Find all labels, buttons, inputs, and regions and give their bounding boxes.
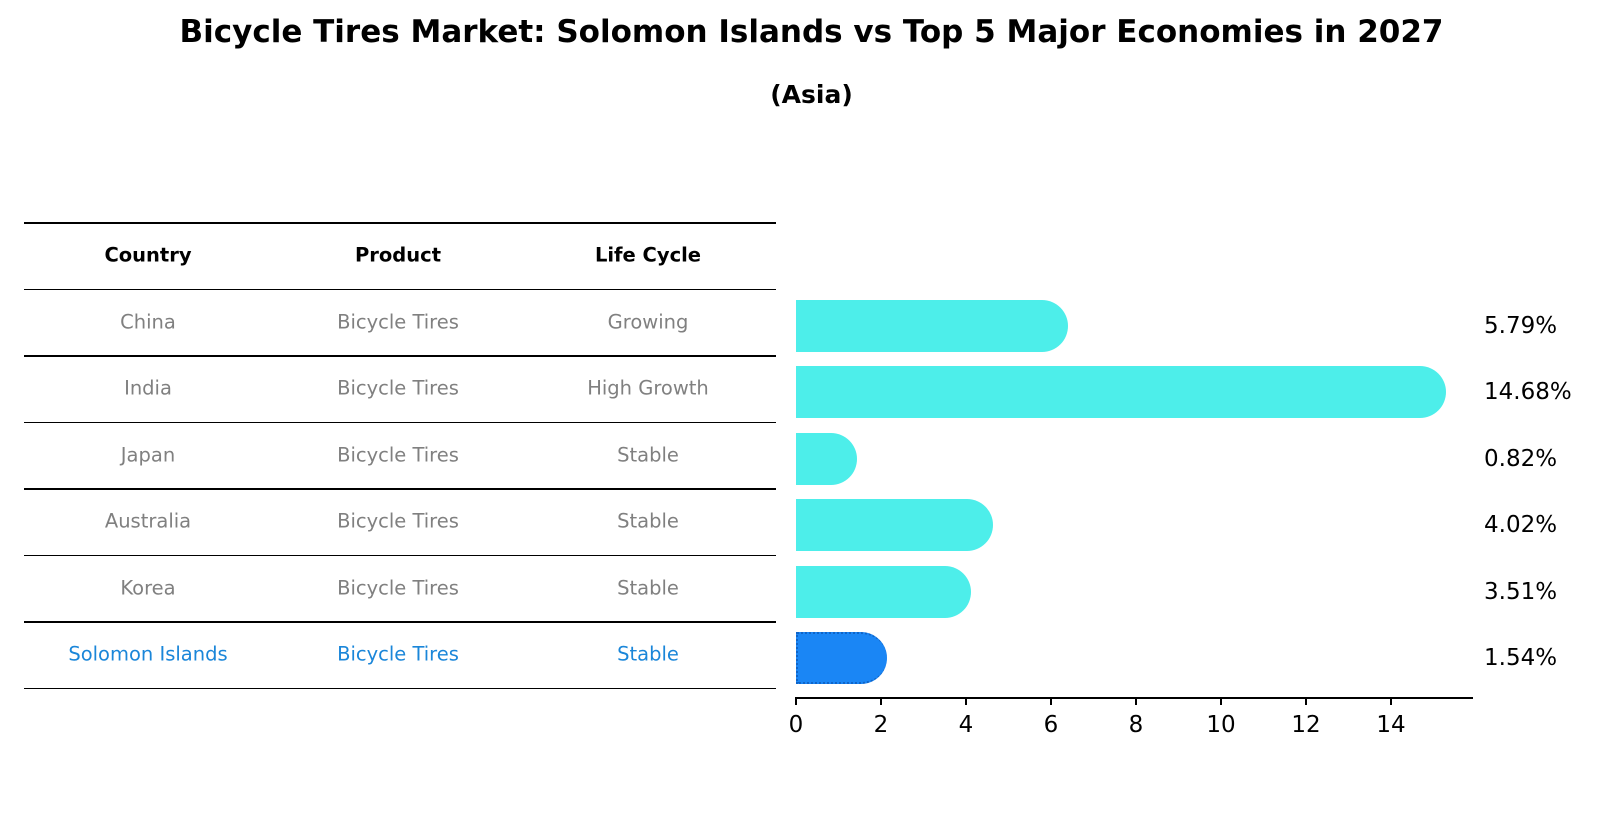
value-label: 0.82% [1484,445,1558,472]
table-divider [24,421,776,423]
x-axis-tick-label: 12 [1291,712,1321,738]
table-divider [24,687,776,689]
bar-australia [796,499,993,551]
table-cell-country: India [124,376,172,400]
x-axis-line [796,697,1473,699]
bar-japan [796,432,857,485]
table-cell-country: Solomon Islands [68,642,228,666]
table-cell-life-cycle: Stable [617,509,679,533]
bar-korea [796,565,972,618]
x-axis-tick-label: 8 [1128,712,1144,738]
value-label: 4.02% [1484,512,1558,538]
x-axis-tick [880,697,882,705]
x-axis-tick [965,697,967,705]
table-cell-country: Korea [120,576,176,600]
value-label: 14.68% [1484,379,1572,405]
table-cell-life-cycle: Stable [617,642,679,666]
value-label: 5.79% [1484,312,1558,339]
table-divider [24,355,776,357]
x-axis-tick [1390,697,1392,705]
table-divider [24,554,776,556]
table-cell-life-cycle: Stable [617,443,679,467]
column-header: Life Cycle [594,243,702,267]
table-cell-product: Bicycle Tires [337,509,459,533]
x-axis-tick-label: 4 [958,712,974,738]
table-divider [24,288,776,290]
x-axis-tick [1220,697,1222,705]
table-cell-country: Japan [120,443,176,467]
table-cell-life-cycle: High Growth [587,376,709,400]
x-axis-tick [1050,697,1052,705]
table-cell-life-cycle: Growing [607,310,689,334]
table-divider [24,621,776,623]
table-divider [24,222,776,224]
bar-china [796,299,1069,352]
x-axis-tick-label: 6 [1043,712,1059,738]
column-header: Country [104,243,192,267]
table-cell-product: Bicycle Tires [337,642,459,666]
x-axis-tick [1135,697,1137,705]
bar-india [796,366,1446,418]
x-axis-tick [1305,697,1307,705]
x-axis-tick-label: 14 [1376,712,1406,738]
table-cell-life-cycle: Stable [617,576,679,600]
column-header: Product [354,243,442,267]
x-axis-tick-label: 10 [1206,712,1236,738]
chart-title: Bicycle Tires Market: Solomon Islands vs… [179,14,1444,50]
table-divider [24,488,776,490]
table-cell-product: Bicycle Tires [337,376,459,400]
x-axis-tick-label: 2 [873,712,889,738]
table-cell-product: Bicycle Tires [337,576,459,600]
chart-subtitle: (Asia) [770,80,853,109]
value-label: 1.54% [1484,645,1558,671]
table-cell-product: Bicycle Tires [337,310,459,334]
table-cell-product: Bicycle Tires [337,443,459,467]
bar-solomon-islands [796,632,888,684]
value-label: 3.51% [1484,578,1558,605]
x-axis-tick-label: 0 [788,712,804,738]
x-axis-tick [795,697,797,705]
table-cell-country: China [120,310,176,334]
table-cell-country: Australia [104,509,192,533]
